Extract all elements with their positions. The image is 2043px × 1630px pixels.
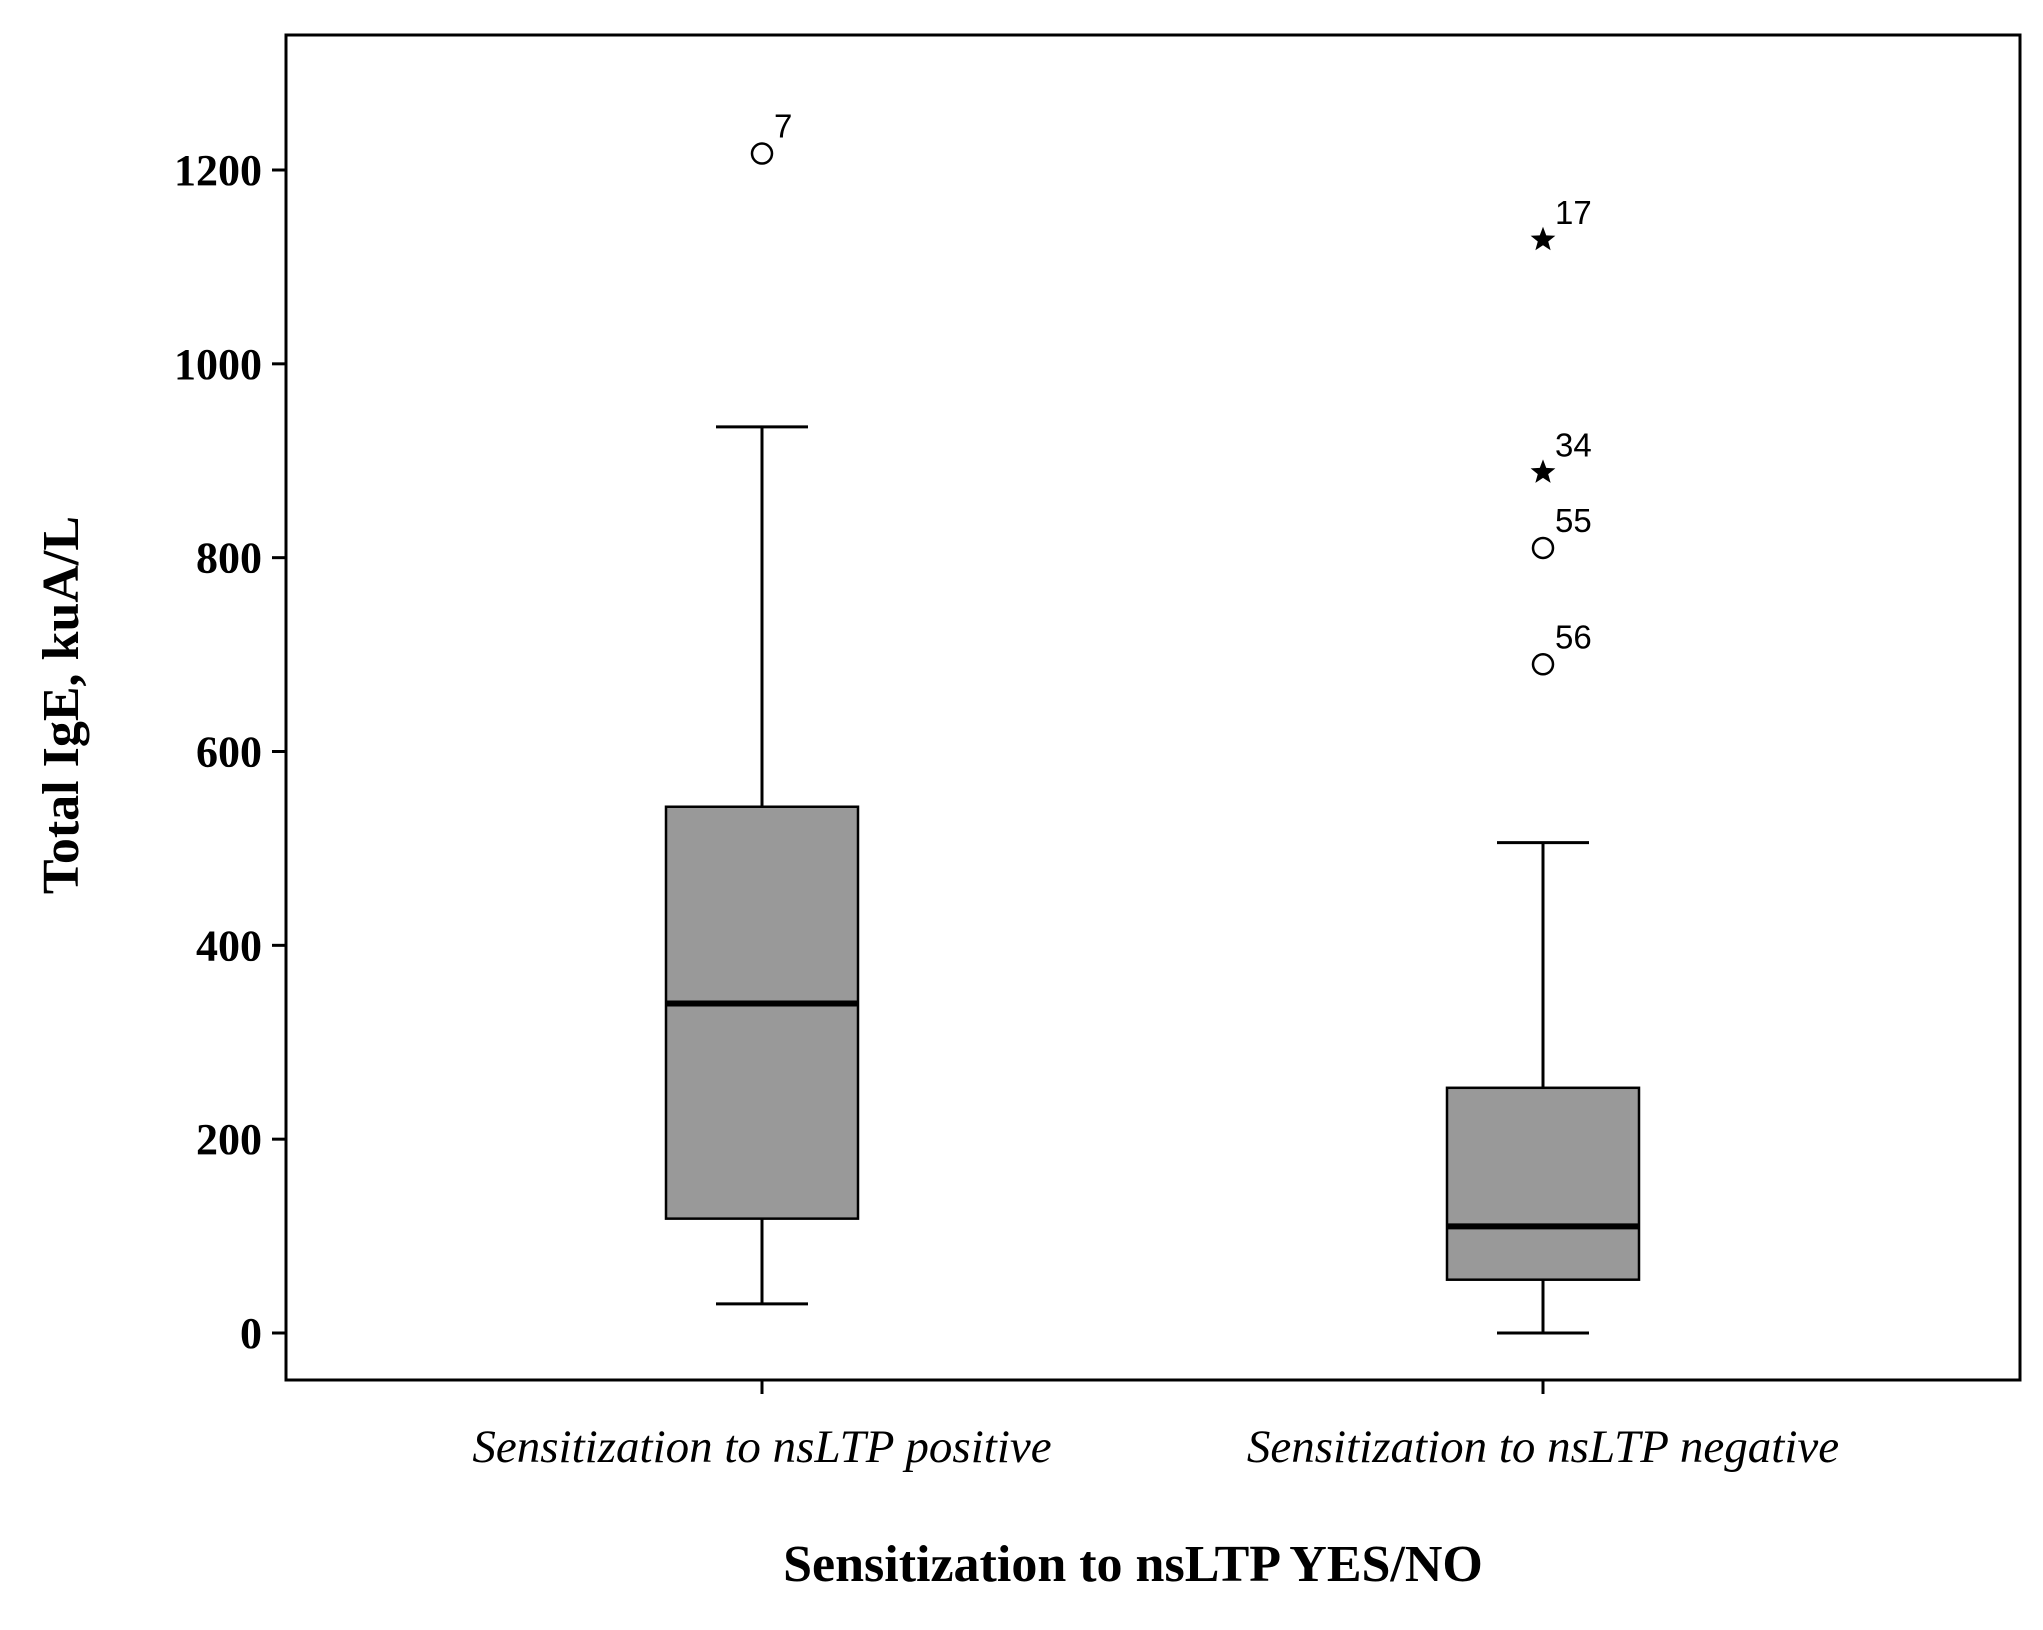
outlier-label-17: 17 xyxy=(1555,194,1592,231)
y-tick-label-0: 0 xyxy=(240,1309,262,1358)
y-tick-label-800: 800 xyxy=(196,534,262,583)
outlier-label-56: 56 xyxy=(1555,618,1592,655)
outlier-label-55: 55 xyxy=(1555,502,1592,539)
box-series: 7 17 34 55 56 xyxy=(664,108,1641,1335)
outlier-star-17 xyxy=(1530,226,1556,251)
iqr-box xyxy=(1445,1086,1641,1281)
outlier-point-55 xyxy=(1531,536,1555,560)
y-tick-label-200: 200 xyxy=(196,1115,262,1164)
y-tick-label-1000: 1000 xyxy=(174,340,262,389)
outlier-star-34 xyxy=(1530,459,1556,483)
outlier-point-56 xyxy=(1531,653,1555,676)
iqr-box xyxy=(664,805,860,1220)
outlier-label-34: 34 xyxy=(1555,426,1592,463)
y-tick-label-600: 600 xyxy=(196,728,262,777)
box-group-2: 17 34 55 56 xyxy=(1445,194,1641,1335)
y-tick-label-1200: 1200 xyxy=(174,146,262,195)
x-category-label-1: Sensitization to nsLTP positive xyxy=(472,1421,1051,1473)
x-axis: Sensitization to nsLTP positive Sensitiza… xyxy=(472,1380,1839,1473)
box-group-1: 7 xyxy=(664,108,860,1306)
outlier-label-7: 7 xyxy=(774,108,792,145)
plot-frame xyxy=(284,33,2022,1382)
x-axis-title: Sensitization to nsLTP YES/NO xyxy=(783,1536,1483,1593)
outlier-point-7 xyxy=(750,142,774,165)
y-axis: 0 200 400 600 800 1000 1200 xyxy=(174,146,286,1358)
y-axis-title: Total IgE, kuA/L xyxy=(33,516,90,894)
y-tick-label-400: 400 xyxy=(196,921,262,970)
x-category-label-2: Sensitization to nsLTP negative xyxy=(1247,1421,1839,1473)
